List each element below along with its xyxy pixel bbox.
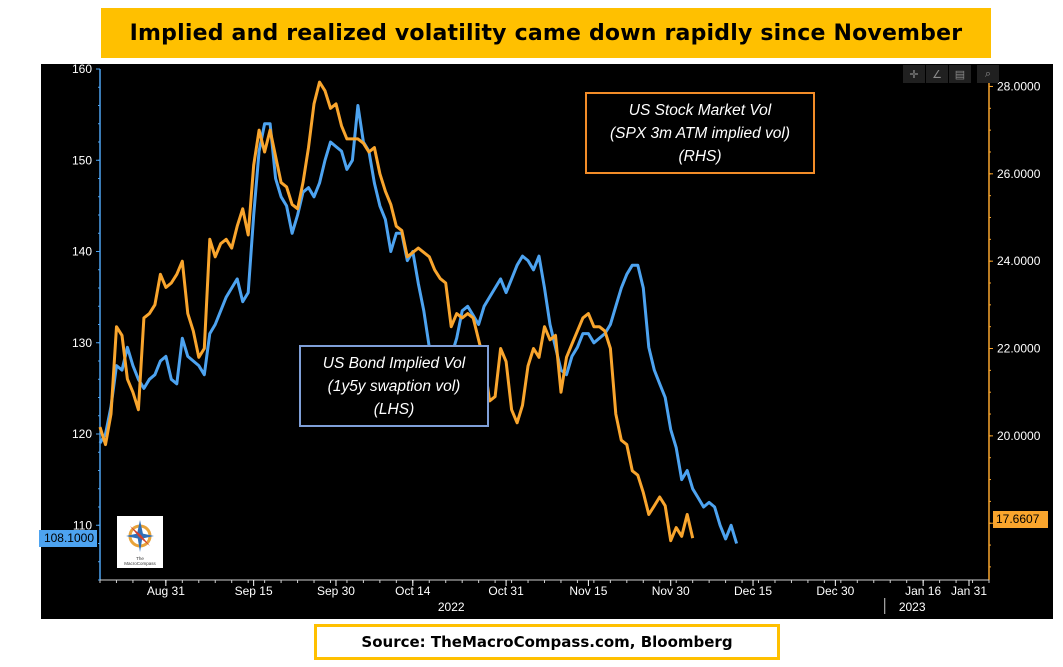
stock-annotation-line2: (SPX 3m ATM implied vol) [609, 124, 790, 142]
right-axis-tick-label: 22.0000 [997, 342, 1041, 356]
macrocompass-logo: The MacroCompass [117, 516, 163, 568]
logo-line1: The [136, 556, 144, 561]
bond-annotation-line3: (LHS) [373, 400, 415, 418]
left-axis-tick-label: 120 [72, 427, 92, 441]
x-axis-year-label: 2022 [438, 600, 465, 614]
bond-annotation-line2: (1y5y swaption vol) [327, 377, 461, 395]
right-axis-tick-label: 26.0000 [997, 167, 1041, 181]
crosshair-icon[interactable]: ✛ [903, 65, 925, 83]
x-axis-tick-label: Jan 31 [951, 584, 987, 598]
chart-title: Implied and realized volatility came dow… [129, 20, 963, 46]
left-axis-tick-label: 150 [72, 153, 92, 167]
left-axis-tick-label: 140 [72, 245, 92, 259]
bond-last-value-tag: 108.1000 [39, 530, 97, 547]
x-axis-tick-label: Jan 16 [905, 584, 941, 598]
x-axis-tick-label: Nov 15 [569, 584, 607, 598]
title-banner: Implied and realized volatility came dow… [101, 8, 991, 58]
stock-annotation-line3: (RHS) [678, 147, 722, 165]
chart-area: 11012013014015016018.000020.000022.00002… [41, 64, 1053, 619]
source-text: Source: TheMacroCompass.com, Bloomberg [361, 633, 733, 651]
x-axis-year-label: 2023 [899, 600, 926, 614]
x-axis-tick-label: Sep 30 [317, 584, 355, 598]
chart-svg: 11012013014015016018.000020.000022.00002… [72, 64, 1041, 614]
bond-annotation-line1: US Bond Implied Vol [322, 354, 466, 372]
bond-vol-series-line [98, 104, 739, 544]
stock-last-value-tag: 17.6607 [993, 511, 1048, 528]
draw-icon[interactable]: ∠ [926, 65, 948, 83]
x-axis-tick-label: Dec 15 [734, 584, 772, 598]
right-axis-tick-label: 28.0000 [997, 79, 1041, 93]
stock-vol-annotation: US Stock Market Vol (SPX 3m ATM implied … [585, 92, 815, 174]
logo-line2: MacroCompass [124, 561, 156, 566]
x-axis-tick-label: Oct 14 [395, 584, 431, 598]
x-axis-tick-label: Dec 30 [816, 584, 854, 598]
right-axis-tick-label: 20.0000 [997, 429, 1041, 443]
left-axis-tick-label: 130 [72, 336, 92, 350]
table-icon[interactable]: ▤ [949, 65, 971, 83]
x-axis-tick-label: Nov 30 [652, 584, 690, 598]
x-axis-tick-label: Oct 31 [488, 584, 524, 598]
right-axis-tick-label: 24.0000 [997, 254, 1041, 268]
x-axis-tick-label: Aug 31 [147, 584, 185, 598]
bond-vol-annotation: US Bond Implied Vol (1y5y swaption vol) … [299, 345, 489, 427]
chart-toolbar: ✛ ∠ ▤ ⌕ [903, 65, 999, 83]
compass-logo-icon: The MacroCompass [124, 520, 157, 566]
stock-vol-series-line [98, 80, 695, 543]
left-axis-tick-label: 160 [72, 64, 92, 76]
left-axis-tick-label: 110 [73, 518, 92, 532]
source-box: Source: TheMacroCompass.com, Bloomberg [314, 624, 780, 660]
x-axis-tick-label: Sep 15 [235, 584, 273, 598]
stock-annotation-line1: US Stock Market Vol [628, 101, 772, 119]
zoom-icon[interactable]: ⌕ [977, 65, 999, 83]
